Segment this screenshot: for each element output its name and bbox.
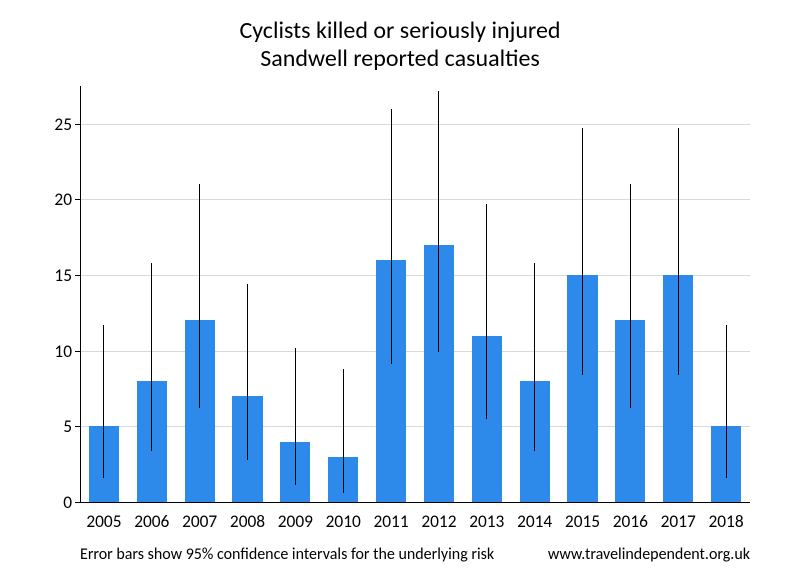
gridline <box>80 426 750 427</box>
y-tick-label: 15 <box>50 264 72 286</box>
chart-title-line2: Sandwell reported casualties <box>0 44 800 74</box>
x-tick-label: 2007 <box>182 510 217 532</box>
gridline <box>80 275 750 276</box>
x-tick-label: 2014 <box>517 510 552 532</box>
error-bar <box>103 325 104 478</box>
error-bar <box>486 204 487 419</box>
x-tick-label: 2008 <box>230 510 265 532</box>
error-bar <box>391 109 392 365</box>
x-tick-label: 2012 <box>421 510 456 532</box>
x-tick-label: 2018 <box>708 510 743 532</box>
x-tick-label: 2015 <box>565 510 600 532</box>
error-bar <box>343 369 344 493</box>
x-tick-label: 2016 <box>613 510 648 532</box>
error-bar <box>247 284 248 459</box>
chart-container: Cyclists killed or seriously injuredSand… <box>0 0 800 580</box>
error-bar <box>582 128 583 375</box>
x-tick-label: 2006 <box>134 510 169 532</box>
y-tick-label: 5 <box>50 415 72 437</box>
x-axis-line <box>80 502 750 503</box>
error-bar <box>726 325 727 478</box>
y-tick-label: 25 <box>50 113 72 135</box>
error-bar <box>438 91 439 353</box>
error-bar <box>630 184 631 408</box>
error-bar <box>151 263 152 451</box>
footer-right: www.travelindependent.org.uk <box>548 545 750 564</box>
error-bar <box>295 348 296 486</box>
chart-title-line1: Cyclists killed or seriously injured <box>0 16 800 46</box>
gridline <box>80 351 750 352</box>
y-axis-line <box>80 86 81 502</box>
x-tick-label: 2011 <box>373 510 408 532</box>
x-tick-label: 2010 <box>326 510 361 532</box>
x-tick-label: 2013 <box>469 510 504 532</box>
y-tick-label: 20 <box>50 188 72 210</box>
footer-left: Error bars show 95% confidence intervals… <box>80 545 494 564</box>
y-tick-label: 10 <box>50 340 72 362</box>
gridline <box>80 124 750 125</box>
x-tick-label: 2005 <box>86 510 121 532</box>
plot-area <box>80 86 750 502</box>
error-bar <box>678 128 679 375</box>
x-tick-label: 2009 <box>278 510 313 532</box>
gridline <box>80 199 750 200</box>
y-tick-label: 0 <box>50 491 72 513</box>
error-bar <box>199 184 200 408</box>
x-tick-label: 2017 <box>661 510 696 532</box>
error-bar <box>534 263 535 451</box>
